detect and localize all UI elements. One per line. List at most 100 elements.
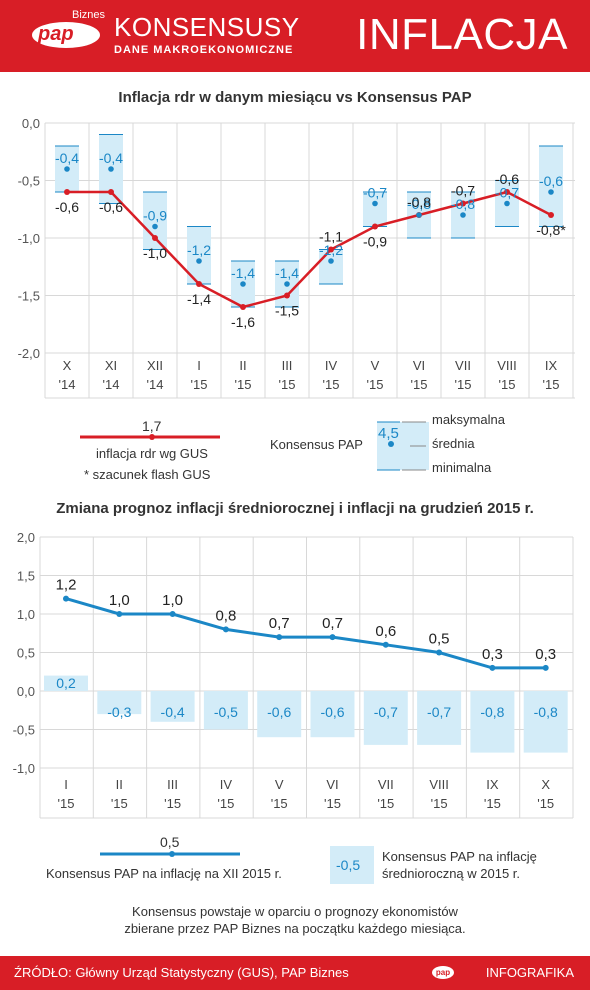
legend2-line-value: 0,5 — [160, 834, 180, 850]
chart1-gus-label: -1,0 — [143, 245, 167, 261]
chart1-consensus-label: -0,7 — [363, 185, 387, 201]
chart2-dec-point — [116, 611, 123, 617]
chart2-xtick-year: '15 — [484, 796, 501, 811]
chart2-dec-point — [63, 595, 69, 602]
chart1-title: Inflacja rdr w danym miesiącu vs Konsens… — [118, 89, 472, 106]
chart1-gus-point — [240, 304, 246, 310]
chart2-xtick-year: '15 — [58, 796, 75, 811]
chart1-gus-point — [372, 223, 378, 230]
chart1-xtick: X — [63, 358, 72, 373]
chart1-gus-point — [284, 292, 290, 299]
chart2-bar — [417, 691, 462, 745]
chart2-bar — [310, 691, 355, 738]
chart2-ytick: 2,0 — [17, 530, 35, 545]
chart2-xtick: X — [541, 777, 550, 792]
chart2-dec-label: 1,0 — [109, 592, 130, 609]
chart2-bar-label: -0,3 — [107, 704, 131, 720]
chart1-consensus-label: -1,4 — [275, 265, 299, 281]
chart1-gus-point — [152, 235, 158, 241]
chart1-gus-label: -0,6 — [495, 171, 519, 187]
chart1-consensus-label: -0,9 — [143, 208, 167, 224]
chart2-dec-point — [169, 611, 176, 617]
chart2-bar-label: -0,7 — [374, 704, 398, 720]
chart2-dec-point — [489, 664, 496, 671]
chart1-gus-point — [196, 281, 202, 287]
chart2-bar-label: -0,4 — [161, 704, 185, 720]
chart2-dec-point — [222, 626, 229, 633]
chart1-xtick-year: '15 — [411, 377, 428, 392]
pap-logo: pap Biznes — [32, 9, 105, 48]
chart2-dec-label: 0,6 — [375, 623, 396, 640]
chart2-bar — [470, 691, 515, 753]
chart2-ytick: -1,0 — [13, 761, 35, 776]
chart1-ytick: -1,5 — [18, 289, 40, 304]
chart2-dec-label: 0,5 — [429, 631, 450, 648]
chart1-xtick: VIII — [497, 358, 517, 373]
legend2-box-value: -0,5 — [336, 857, 361, 873]
chart2-bar-label: -0,8 — [480, 704, 504, 720]
chart1-gus-point — [460, 200, 466, 207]
chart2-bar-label: 0,2 — [56, 675, 76, 691]
chart2-xtick: IV — [220, 777, 233, 792]
legend1-box-value: 4,5 — [378, 425, 399, 442]
footer-bar: ŹRÓDŁO: Główny Urząd Statystyczny (GUS),… — [0, 956, 590, 990]
legend1-line-label: inflacja rdr wg GUS — [96, 446, 208, 461]
footer-brand: INFOGRAFIKA — [485, 965, 574, 980]
footnote-line-1: Konsensus powstaje w oparciu o prognozy … — [132, 904, 458, 919]
chart2-bar — [44, 675, 88, 691]
chart2-dec-point — [276, 634, 283, 641]
chart2-xtick: V — [275, 777, 284, 792]
chart1-xtick-year: '14 — [147, 377, 164, 392]
chart1-consensus-point — [240, 281, 246, 287]
chart1-xtick-year: '15 — [279, 377, 296, 392]
chart2-dec-label: 0,7 — [322, 615, 343, 632]
legend1-max-label: maksymalna — [432, 412, 505, 427]
chart1-ytick: 0,0 — [22, 116, 40, 131]
chart2-plot: 2,0 1,5 1,0 0,5 0,0 -0,5 -1,0 I '15 II '15 III '15 IV… — [13, 530, 574, 819]
chart1-consensus-point — [64, 166, 70, 172]
chart2-dec-point — [436, 649, 443, 656]
chart2-bar — [523, 691, 568, 753]
chart1-consensus-label: -0,6 — [539, 173, 563, 189]
footer-pap-logo: pap — [432, 966, 454, 979]
chart1-consensus-point — [108, 166, 114, 172]
chart1-consensus-point — [284, 281, 290, 287]
chart2-bar — [97, 691, 142, 715]
chart1-gus-point — [548, 212, 554, 218]
header-bar: pap Biznes KONSENSUSY DANE MAKROEKONOMIC… — [0, 0, 590, 72]
chart1-gus-label: -0,7 — [451, 183, 475, 199]
chart1-xtick-year: '15 — [323, 377, 340, 392]
chart2-xtick: I — [64, 777, 68, 792]
chart2-ytick: -0,5 — [13, 723, 35, 738]
chart2-xtick-year: '15 — [217, 796, 234, 811]
chart2-dec-point — [542, 664, 549, 671]
chart2-bar — [363, 691, 408, 745]
chart2-bar — [150, 691, 195, 722]
chart2-bar-label: -0,6 — [320, 704, 344, 720]
chart1-xtick-year: '15 — [191, 377, 208, 392]
chart1-consensus-label: -0,8 — [451, 196, 475, 212]
chart1-consensus-box — [319, 249, 343, 284]
legend1-mid-label: średnia — [432, 436, 475, 451]
chart2-dec-line — [65, 597, 546, 670]
chart1-gus-line — [67, 190, 552, 309]
chart1-consensus-point — [372, 200, 378, 207]
chart1-gus-point — [504, 189, 510, 195]
chart1-xtick-year: '15 — [235, 377, 252, 392]
chart2-xtick-year: '15 — [431, 796, 448, 811]
chart2-xtick-year: '15 — [271, 796, 288, 811]
chart1-xtick: II — [239, 358, 246, 373]
chart1-ytick: -0,5 — [18, 174, 40, 189]
chart1-consensus-point — [460, 212, 466, 218]
chart1-consensus-label: -1,2 — [187, 242, 211, 258]
chart1-xtick-year: '14 — [103, 377, 120, 392]
legend1-consensus-label: Konsensus PAP — [270, 437, 363, 452]
chart2-dec-label: 0,8 — [215, 607, 236, 624]
chart2-title: Zmiana prognoz inflacji średniorocznej i… — [56, 500, 534, 517]
chart1-xtick: III — [282, 358, 293, 373]
chart1-ytick: -1,0 — [18, 231, 40, 246]
chart1-consensus-point — [328, 258, 334, 264]
chart1-consensus-label: -0,7 — [495, 185, 519, 201]
chart2-dec-label: 0,7 — [269, 615, 290, 632]
chart1-gus-label: -0,6 — [99, 199, 123, 215]
